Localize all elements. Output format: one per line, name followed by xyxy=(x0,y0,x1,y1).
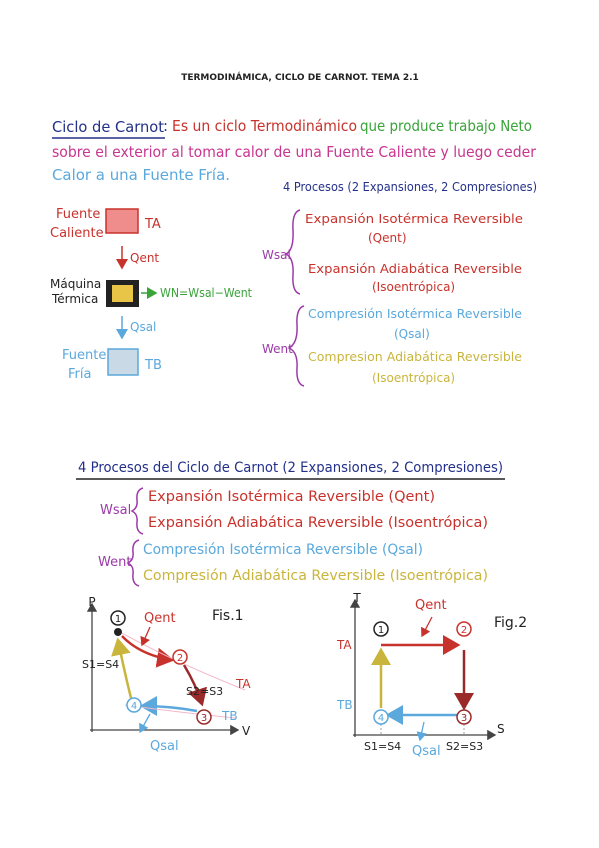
section-title: 4 Procesos del Ciclo de Carnot (2 Expans… xyxy=(78,460,503,476)
definition-text: Calor a una Fuente Fría. xyxy=(52,166,230,184)
t-label: TA xyxy=(235,677,251,691)
machine-label: Térmica xyxy=(51,292,98,306)
section-title: 4 Procesos (2 Expansiones, 2 Compresione… xyxy=(283,180,537,194)
heat-out-label: Qsal xyxy=(412,744,441,759)
heat-in-label: Qent xyxy=(144,611,176,626)
axis-label: V xyxy=(242,724,251,738)
state-label: 1 xyxy=(115,614,121,625)
term: Ciclo de Carnot xyxy=(52,118,164,136)
definition-text: que produce trabajo Neto xyxy=(360,117,532,135)
process-note: (Isoentrópica) xyxy=(372,371,455,385)
heat-out-label: Qsal xyxy=(130,320,156,334)
brace xyxy=(284,209,301,295)
group-label: Wsal xyxy=(262,248,291,262)
adiabat-compression xyxy=(111,637,133,699)
process: Expansión Adiabática Reversible (Isoentr… xyxy=(148,515,488,531)
machine-core xyxy=(112,285,133,302)
definition-text: Es un ciclo Termodinámico xyxy=(172,117,357,135)
page-title: TERMODINÁMICA, CICLO DE CARNOT. TEMA 2.1 xyxy=(181,71,419,83)
state-marker xyxy=(110,610,126,626)
heat-out-arrow xyxy=(416,721,427,742)
state-label: 3 xyxy=(201,713,207,724)
definition-text: sobre el exterior al tomar calor de una … xyxy=(52,143,537,161)
figure-title: Fis.1 xyxy=(212,608,244,624)
heat-in-arrow xyxy=(140,626,151,647)
cold-source-label: Fuente xyxy=(62,348,106,363)
state-label: 4 xyxy=(378,713,384,724)
group-label: Wsal xyxy=(100,503,131,518)
isotherm-cold xyxy=(139,696,198,717)
heat-out-arrow xyxy=(139,713,151,734)
s-label: S2=S3 xyxy=(446,740,483,753)
cold-box xyxy=(107,348,139,376)
hot-box xyxy=(105,208,139,234)
group-label: Went xyxy=(98,555,131,570)
figure-title: Fig.2 xyxy=(494,615,527,631)
brace xyxy=(287,305,305,387)
state-marker xyxy=(373,621,389,637)
process-note: (Qent) xyxy=(368,231,407,245)
t-label: TA xyxy=(336,638,352,652)
axis-label: P xyxy=(88,595,95,609)
state-label: 4 xyxy=(131,701,137,712)
hot-temp: TA xyxy=(144,217,161,232)
work-label: WN=Wsal−Went xyxy=(160,286,252,300)
s-label: S2=S3 xyxy=(186,685,223,698)
state-marker xyxy=(172,649,188,665)
hot-source-label: Caliente xyxy=(50,226,104,241)
axis-label: S xyxy=(497,722,505,736)
t-label: TB xyxy=(221,709,238,723)
hot-source-label: Fuente xyxy=(56,207,100,222)
process: Compresion Adiabática Reversible xyxy=(308,350,522,364)
axis-label: T xyxy=(352,591,361,605)
state-marker xyxy=(456,621,472,637)
process-note: (Qsal) xyxy=(394,327,430,341)
state-marker xyxy=(456,709,472,725)
machine-label: Máquina xyxy=(50,277,101,291)
s-label: S1=S4 xyxy=(82,658,119,671)
state-dot xyxy=(114,628,122,636)
process: Expansión Isotérmica Reversible (Qent) xyxy=(148,489,435,505)
state-marker xyxy=(126,697,142,713)
separator: : xyxy=(163,117,168,135)
process: Compresión Adiabática Reversible (Isoent… xyxy=(143,568,488,584)
t-label: TB xyxy=(336,698,353,712)
cold-source-label: Fría xyxy=(68,367,91,382)
group-label: Went xyxy=(262,342,293,356)
state-label: 3 xyxy=(461,713,467,724)
process: Compresión Isotérmica Reversible xyxy=(308,307,522,321)
heat-out-label: Qsal xyxy=(150,739,179,754)
cold-temp: TB xyxy=(144,358,162,373)
process: Expansión Adiabática Reversible xyxy=(308,262,522,276)
brace xyxy=(130,487,144,535)
adiabat-expansion xyxy=(182,664,208,707)
heat-in-label: Qent xyxy=(130,251,159,265)
heat-in-arrow xyxy=(421,616,433,638)
s-label: S1=S4 xyxy=(364,740,401,753)
state-label: 2 xyxy=(461,625,467,636)
brace xyxy=(126,539,140,587)
process-note: (Isoentrópica) xyxy=(372,280,455,294)
state-label: 2 xyxy=(177,653,183,664)
state-label: 1 xyxy=(378,625,384,636)
process: Expansión Isotérmica Reversible xyxy=(305,212,523,226)
process: Compresión Isotérmica Reversible (Qsal) xyxy=(143,542,423,558)
isotherm-hot xyxy=(121,635,175,668)
state-marker xyxy=(196,709,212,725)
state-marker xyxy=(373,709,389,725)
heat-in-label: Qent xyxy=(415,598,447,613)
